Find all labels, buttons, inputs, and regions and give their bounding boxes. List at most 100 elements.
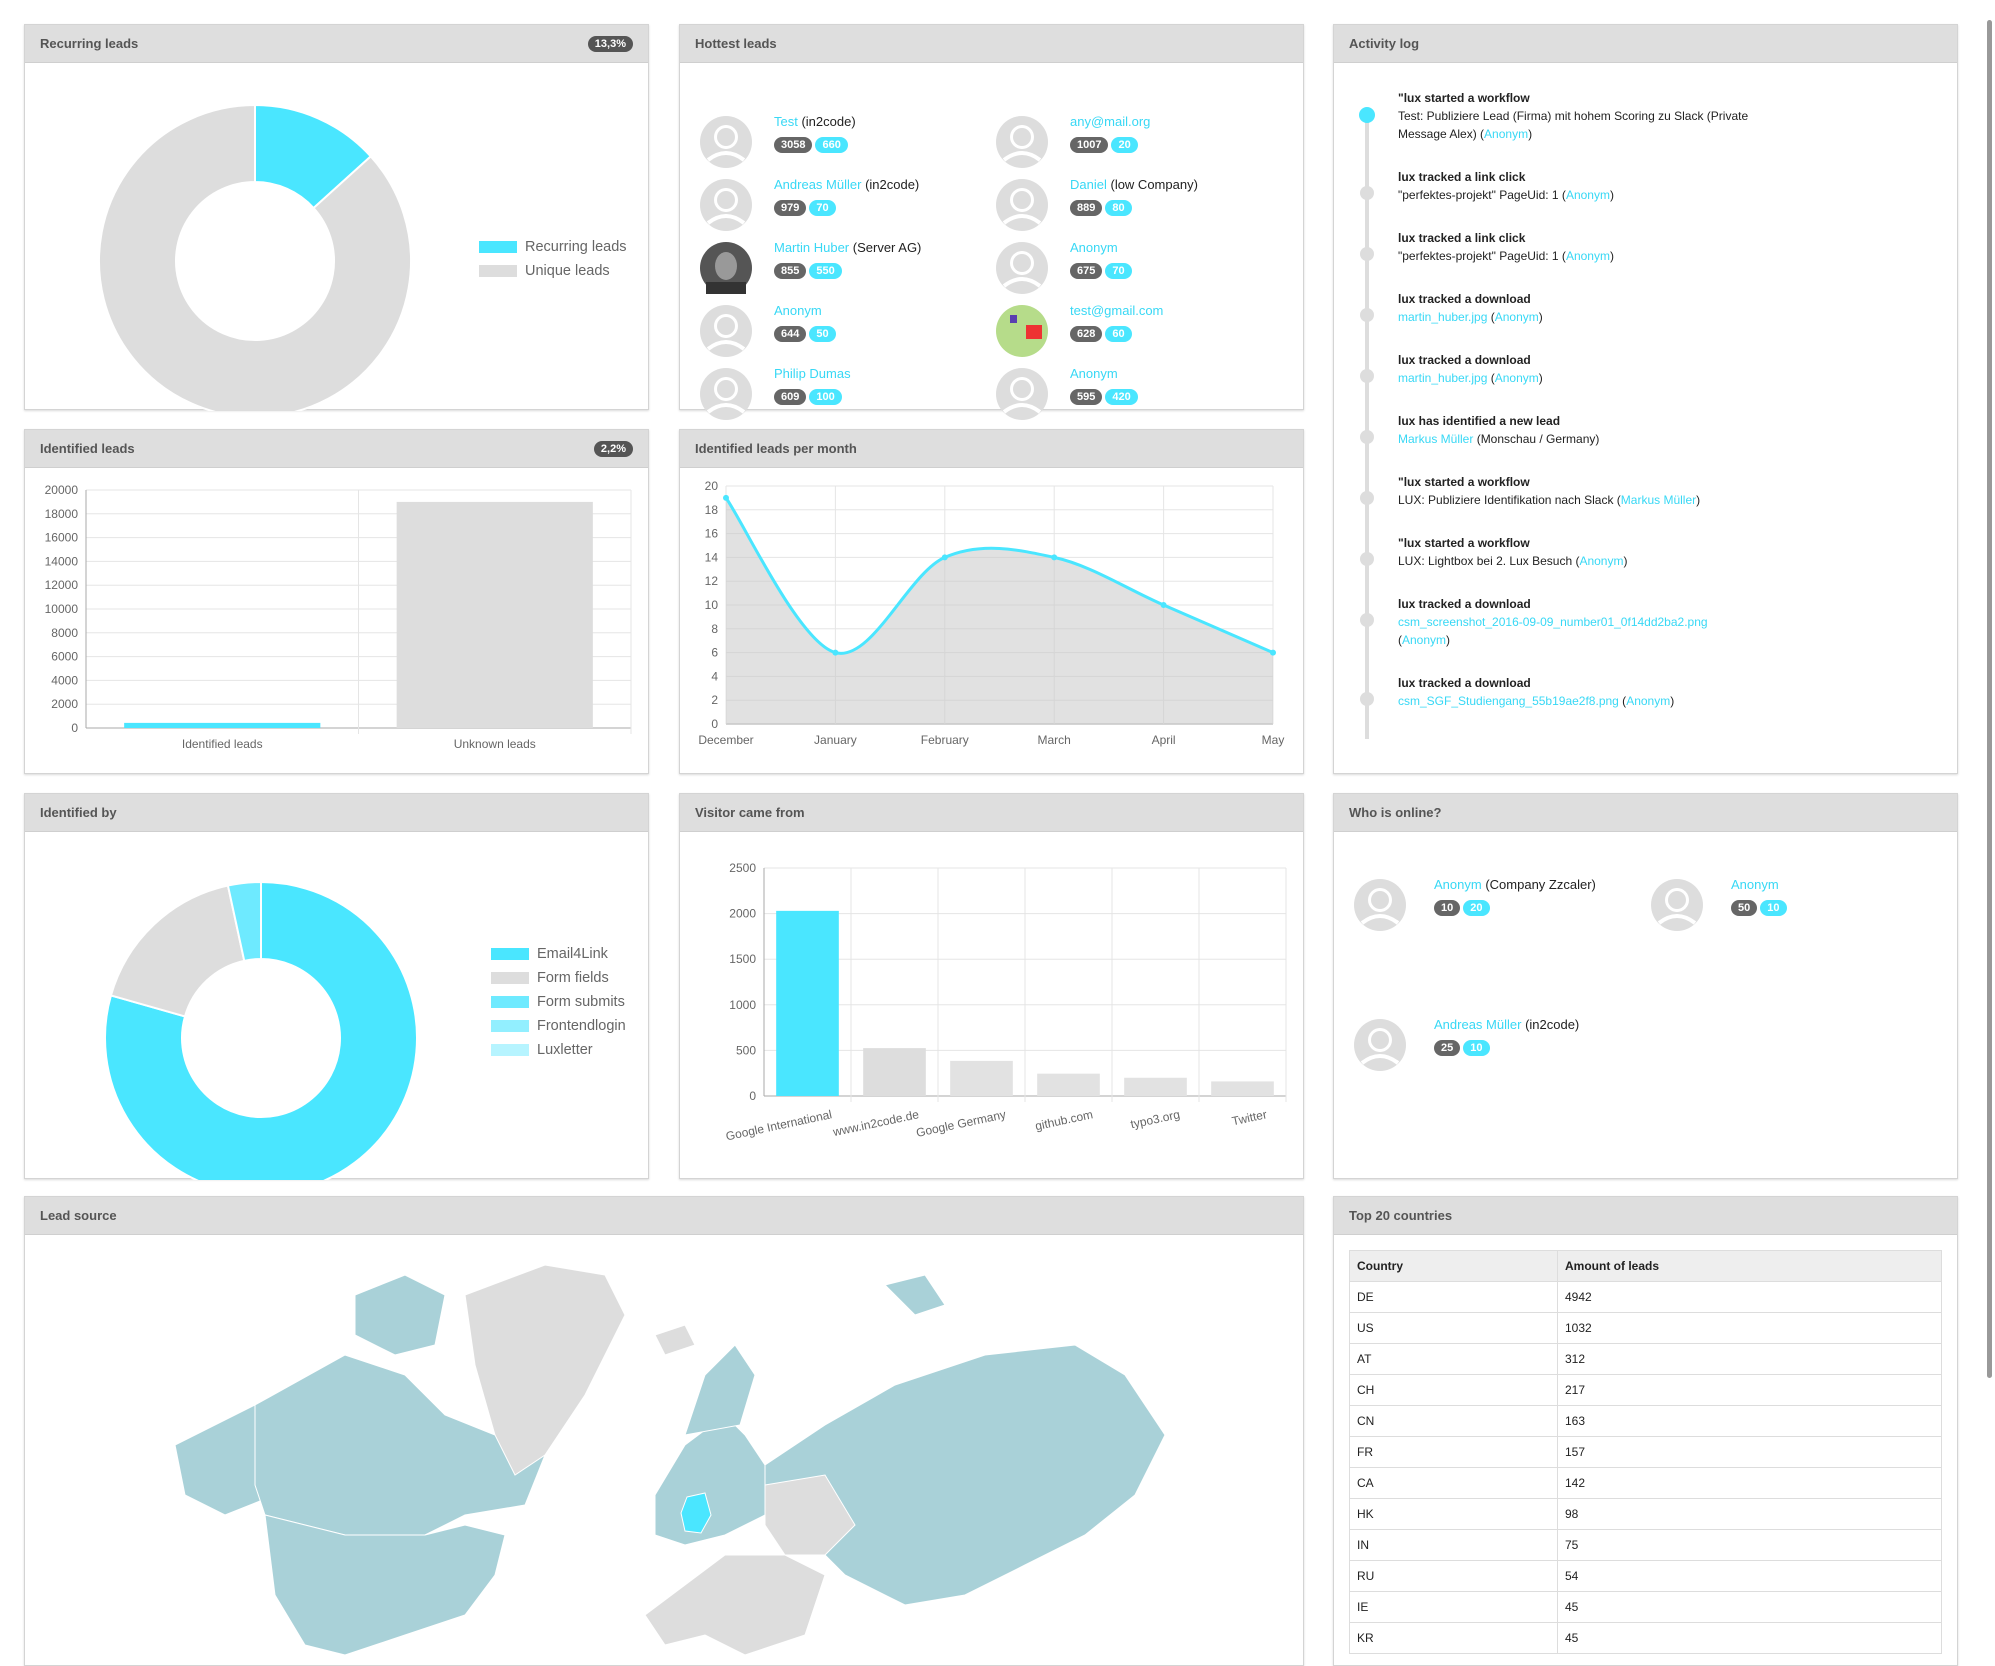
donut-slice-form-fields bbox=[109, 884, 246, 1018]
data-point bbox=[1051, 554, 1058, 561]
country-cell: IE bbox=[1349, 1591, 1558, 1623]
map-greenland bbox=[464, 1264, 626, 1476]
lead-name-link[interactable]: Daniel bbox=[1070, 177, 1107, 192]
lead-name-link[interactable]: Anonym bbox=[1070, 366, 1118, 381]
identified-by-panel: Identified by Email4Link Form fields Form … bbox=[24, 793, 649, 1180]
donut-slice-unique-leads bbox=[98, 103, 412, 411]
timeline-dot bbox=[1360, 552, 1374, 566]
map-europe bbox=[654, 1414, 766, 1546]
lead-name-link[interactable]: Anonym bbox=[1731, 877, 1779, 892]
lead-link[interactable]: Anonym bbox=[1494, 371, 1539, 385]
bar-www-in2code-de bbox=[863, 1048, 926, 1096]
legend-item[interactable]: Frontendlogin bbox=[491, 1014, 626, 1038]
legend-item[interactable]: Luxletter bbox=[491, 1038, 626, 1062]
legend: Email4Link Form fields Form submits Fronten… bbox=[491, 942, 626, 1062]
lead-name-line: Anonym bbox=[1731, 877, 1790, 895]
x-tick-label: Google Germany bbox=[915, 1107, 1007, 1140]
activity-link[interactable]: csm_SGF_Studiengang_55b19ae2f8.png bbox=[1398, 694, 1619, 708]
activity-title: lux tracked a download bbox=[1398, 353, 1531, 367]
legend-item[interactable]: Form fields bbox=[491, 966, 626, 990]
user-icon-shoulders bbox=[1002, 277, 1042, 288]
legend-item[interactable]: Recurring leads bbox=[479, 235, 627, 259]
activity-link[interactable]: Markus Müller bbox=[1398, 432, 1474, 446]
panel-title: Top 20 countries bbox=[1349, 1208, 1453, 1223]
legend-item[interactable]: Unique leads bbox=[479, 259, 627, 283]
lead-link[interactable]: Anonym bbox=[1565, 188, 1610, 202]
lead-link[interactable]: Anonym bbox=[1579, 554, 1624, 568]
y-tick-label: 2000 bbox=[729, 907, 756, 921]
score-badge: 855 bbox=[774, 263, 807, 279]
country-cell: IN bbox=[1349, 1529, 1558, 1561]
category-score-badge: 70 bbox=[1105, 263, 1132, 279]
lead-badges: 644 50 bbox=[774, 321, 839, 342]
activity-description: LUX: Publiziere Identifikation nach Slac… bbox=[1398, 493, 1621, 507]
timeline-dot bbox=[1360, 247, 1374, 261]
score-badge: 609 bbox=[774, 389, 807, 405]
map-scandinavia bbox=[684, 1344, 756, 1436]
activity-text: LUX: Publiziere Identifikation nach Slac… bbox=[1398, 491, 1758, 509]
lead-link[interactable]: Markus Müller bbox=[1620, 493, 1697, 507]
panel-title: Recurring leads bbox=[40, 36, 139, 51]
shop bbox=[1026, 325, 1042, 339]
legend-item[interactable]: Email4Link bbox=[491, 942, 626, 966]
lead-name-link[interactable]: test@gmail.com bbox=[1070, 303, 1164, 318]
amount-cell: 75 bbox=[1557, 1529, 1942, 1561]
lead-company: (low Company) bbox=[1110, 177, 1198, 192]
y-tick-label: 1000 bbox=[729, 998, 756, 1012]
lead-name-link[interactable]: any@mail.org bbox=[1070, 114, 1151, 129]
page-scrollbar[interactable] bbox=[1987, 20, 1992, 1378]
y-tick-label: 14 bbox=[705, 550, 719, 564]
lead-name-link[interactable]: Anonym bbox=[774, 303, 822, 318]
timeline-dot bbox=[1359, 107, 1375, 123]
lead-link[interactable]: Anonym bbox=[1402, 633, 1447, 647]
map-arctic-islands bbox=[354, 1274, 446, 1356]
table-row: CH 217 bbox=[1349, 1374, 1942, 1406]
world-map[interactable] bbox=[25, 1235, 1305, 1665]
table-row: AT 312 bbox=[1349, 1343, 1942, 1375]
panel-title: Identified leads per month bbox=[695, 441, 857, 456]
legend-swatch bbox=[491, 948, 529, 960]
legend-swatch bbox=[479, 241, 517, 253]
lead-name-line: Test (in2code) bbox=[774, 114, 856, 132]
score-badge: 644 bbox=[774, 326, 807, 342]
table-row: IE 45 bbox=[1349, 1591, 1942, 1623]
lead-link[interactable]: Anonym bbox=[1494, 310, 1539, 324]
panel-title: Activity log bbox=[1349, 36, 1420, 51]
data-point bbox=[941, 554, 948, 561]
lead-name-link[interactable]: Andreas Müller bbox=[774, 177, 862, 192]
amount-cell: 217 bbox=[1557, 1374, 1942, 1406]
lead-name-link[interactable]: Anonym bbox=[1070, 240, 1118, 255]
lead-name-link[interactable]: Andreas Müller bbox=[1434, 1017, 1522, 1032]
legend-label: Frontendlogin bbox=[537, 1018, 626, 1034]
activity-link[interactable]: martin_huber.jpg bbox=[1398, 371, 1488, 385]
lead-badges: 10 20 bbox=[1434, 895, 1596, 916]
face bbox=[715, 252, 737, 280]
lead-link[interactable]: Anonym bbox=[1565, 249, 1610, 263]
score-badge: 595 bbox=[1070, 389, 1103, 405]
lead-link[interactable]: Anonym bbox=[1626, 694, 1671, 708]
bar-twitter bbox=[1211, 1081, 1274, 1096]
activity-suffix: ) bbox=[1609, 188, 1614, 202]
timeline-dot bbox=[1360, 692, 1374, 706]
activity-description: LUX: Lightbox bei 2. Lux Besuch ( bbox=[1398, 554, 1580, 568]
y-tick-label: 18000 bbox=[45, 507, 79, 521]
lead-name-line: Anonym bbox=[1070, 240, 1135, 258]
lead-name-link[interactable]: Martin Huber bbox=[774, 240, 850, 255]
y-tick-label: 18 bbox=[705, 503, 719, 517]
lead-name-link[interactable]: Philip Dumas bbox=[774, 366, 851, 381]
legend-label: Form fields bbox=[537, 970, 609, 986]
activity-link[interactable]: martin_huber.jpg bbox=[1398, 310, 1488, 324]
category-score-badge: 10 bbox=[1760, 900, 1787, 916]
activity-suffix: ) bbox=[1670, 694, 1675, 708]
lead-name-link[interactable]: Anonym bbox=[1434, 877, 1482, 892]
lead-link[interactable]: Anonym bbox=[1484, 127, 1529, 141]
activity-suffix: ) bbox=[1623, 554, 1628, 568]
y-tick-label: 1500 bbox=[729, 952, 756, 966]
lead-item: Anonym 50 10 bbox=[1731, 877, 1790, 916]
legend-item[interactable]: Form submits bbox=[491, 990, 626, 1014]
activity-link[interactable]: csm_screenshot_2016-09-09_number01_0f14d… bbox=[1398, 615, 1708, 629]
avatar bbox=[700, 368, 752, 420]
lead-name-link[interactable]: Test bbox=[774, 114, 798, 129]
table-row: KR 45 bbox=[1349, 1622, 1942, 1654]
user-icon-shoulders bbox=[706, 403, 746, 414]
